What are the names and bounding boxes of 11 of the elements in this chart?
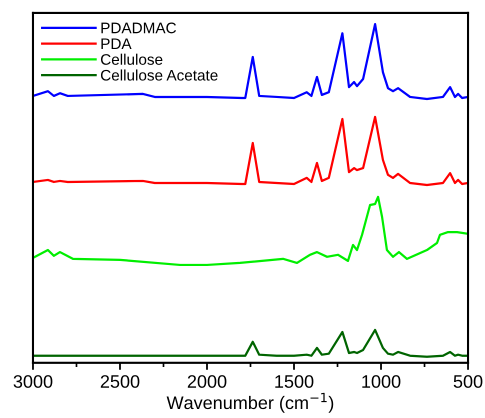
- x-axis-title: Wavenumber (cm$^{−1}$): [166, 392, 334, 413]
- x-tick-label: 500: [454, 375, 482, 388]
- legend-label: Cellulose: [100, 54, 162, 65]
- x-tick-label: 2000: [188, 375, 226, 388]
- legend-label: PDA: [101, 38, 132, 49]
- x-tick-label: 3000: [14, 375, 52, 388]
- legend-label: Cellulose Acetate: [100, 69, 218, 81]
- legend-label: PDADMAC: [101, 22, 176, 34]
- x-tick-label: 1500: [275, 375, 314, 388]
- x-tick-label: 2500: [100, 375, 140, 388]
- x-tick-label: 1000: [362, 375, 400, 388]
